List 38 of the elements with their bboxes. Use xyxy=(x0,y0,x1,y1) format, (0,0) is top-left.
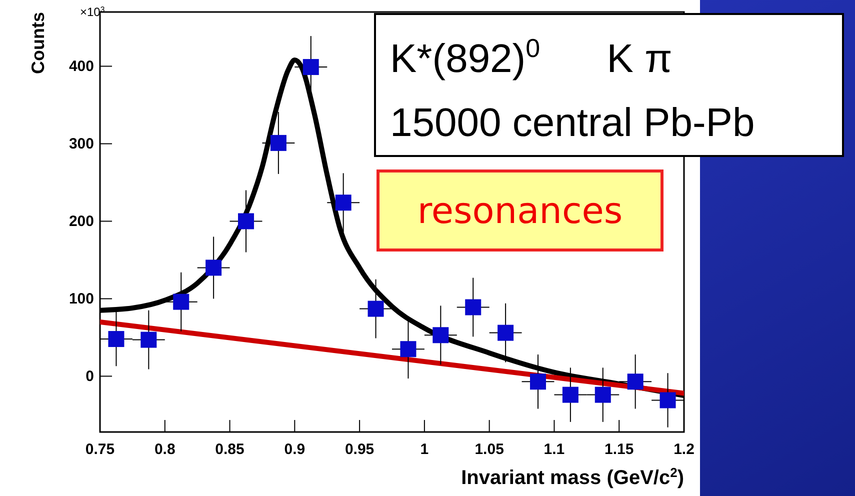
point xyxy=(530,374,546,390)
point xyxy=(432,327,449,344)
point xyxy=(368,300,384,317)
x-tick-label: 1.05 xyxy=(474,441,504,458)
y-tick-label: 400 xyxy=(68,58,94,76)
x-tick-label: 0.9 xyxy=(284,441,306,458)
point xyxy=(594,386,611,403)
x-axis-title: Invariant mass (GeV/c$^{2}$) xyxy=(461,464,684,489)
point xyxy=(302,59,319,76)
text: K*(892)$^{0}$ K π xyxy=(390,33,672,81)
point xyxy=(465,299,482,316)
point xyxy=(498,324,514,341)
point xyxy=(206,260,222,276)
x-tick-label: 1.1 xyxy=(544,441,565,458)
point xyxy=(562,386,578,403)
point xyxy=(400,341,416,358)
x-tick-label: 1.2 xyxy=(674,441,694,458)
point xyxy=(660,392,676,408)
y-tick-label: 200 xyxy=(68,213,94,230)
point xyxy=(108,331,124,348)
x-tick-label: 1 xyxy=(420,441,429,458)
x-tick-label: 0.75 xyxy=(85,441,115,458)
x-tick-label: 0.8 xyxy=(154,441,176,458)
annotation: resonances xyxy=(417,191,623,232)
point xyxy=(627,374,644,390)
point xyxy=(140,332,157,348)
x-tick-label: 0.85 xyxy=(215,441,244,458)
annotation: 15000 central Pb-Pb xyxy=(390,101,755,145)
x-tick-label: 1.15 xyxy=(604,441,634,458)
y-tick-label: 0 xyxy=(86,368,94,386)
point xyxy=(173,294,190,310)
y-tick-label: 300 xyxy=(68,136,94,153)
point xyxy=(335,194,352,211)
y-axis-title: Counts xyxy=(28,12,48,74)
point xyxy=(238,213,254,230)
point xyxy=(270,134,286,151)
y-tick-label: 100 xyxy=(68,290,94,308)
x-tick-label: 0.95 xyxy=(344,441,374,458)
